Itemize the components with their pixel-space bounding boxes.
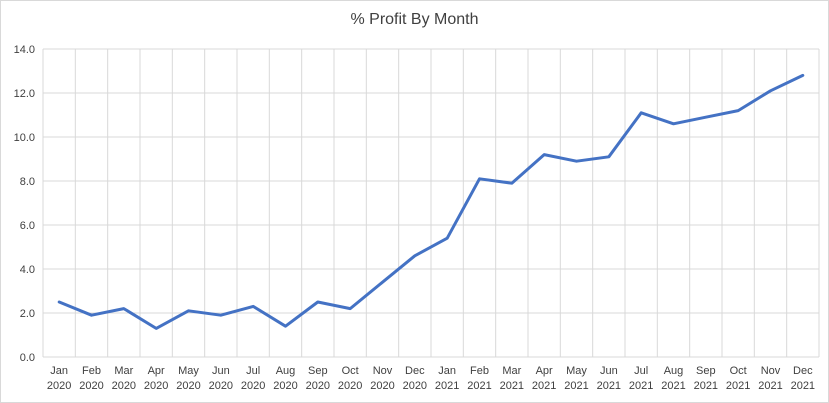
- y-tick-label: 6.0: [20, 220, 35, 232]
- x-tick-label-year: 2020: [47, 380, 71, 392]
- x-tick-label-month: Apr: [148, 365, 165, 377]
- x-tick-label-year: 2020: [241, 380, 265, 392]
- data-point: [122, 307, 125, 310]
- y-tick-label: 12.0: [14, 88, 35, 100]
- data-point: [478, 177, 481, 180]
- y-tick-label: 0.0: [20, 352, 35, 364]
- y-tick-label: 2.0: [20, 308, 35, 320]
- chart-title: % Profit By Month: [350, 11, 479, 28]
- x-tick-label-month: Oct: [342, 365, 359, 377]
- x-tick-label-year: 2020: [370, 380, 394, 392]
- data-point: [381, 281, 384, 284]
- x-tick-label-year: 2020: [79, 380, 103, 392]
- x-tick-label-year: 2020: [403, 380, 427, 392]
- x-tick-label-year: 2020: [112, 380, 136, 392]
- x-tick-label-year: 2021: [467, 380, 491, 392]
- data-point: [510, 182, 513, 185]
- x-tick-label-month: Jun: [212, 365, 230, 377]
- x-tick-label-month: Feb: [82, 365, 101, 377]
- x-tick-label-year: 2021: [791, 380, 815, 392]
- x-tick-label-year: 2021: [500, 380, 524, 392]
- x-tick-label-month: Sep: [696, 365, 716, 377]
- x-tick-label-month: Nov: [761, 365, 781, 377]
- data-point: [155, 327, 158, 330]
- x-tick-label-year: 2021: [564, 380, 588, 392]
- data-point: [640, 111, 643, 114]
- x-tick-label-year: 2021: [694, 380, 718, 392]
- data-point: [575, 160, 578, 163]
- x-tick-label-year: 2021: [435, 380, 459, 392]
- x-tick-label-month: May: [566, 365, 587, 377]
- x-tick-label-month: Dec: [405, 365, 425, 377]
- y-tick-label: 10.0: [14, 132, 35, 144]
- x-tick-label-year: 2021: [661, 380, 685, 392]
- x-tick-label-month: Feb: [470, 365, 489, 377]
- x-tick-label-month: May: [178, 365, 199, 377]
- x-tick-label-year: 2021: [597, 380, 621, 392]
- x-tick-label-month: Jul: [634, 365, 648, 377]
- x-tick-label-year: 2021: [758, 380, 782, 392]
- x-tick-label-month: Dec: [793, 365, 813, 377]
- data-point: [219, 314, 222, 317]
- data-point: [672, 122, 675, 125]
- x-tick-label-year: 2020: [209, 380, 233, 392]
- y-tick-label: 4.0: [20, 264, 35, 276]
- data-point: [349, 307, 352, 310]
- data-point: [413, 254, 416, 257]
- x-tick-label-year: 2020: [338, 380, 362, 392]
- data-point: [58, 301, 61, 304]
- data-point: [446, 237, 449, 240]
- data-point: [284, 325, 287, 328]
- x-tick-label-month: Sep: [308, 365, 328, 377]
- data-point: [737, 109, 740, 112]
- data-point: [543, 153, 546, 156]
- data-point: [252, 305, 255, 308]
- x-tick-label-month: Jan: [50, 365, 68, 377]
- data-point: [704, 116, 707, 119]
- data-point: [801, 74, 804, 77]
- y-tick-label: 8.0: [20, 176, 35, 188]
- y-tick-label: 14.0: [14, 44, 35, 56]
- x-tick-label-month: Oct: [730, 365, 747, 377]
- x-tick-label-year: 2021: [532, 380, 556, 392]
- x-tick-label-month: Nov: [373, 365, 393, 377]
- x-tick-label-year: 2020: [144, 380, 168, 392]
- x-tick-label-month: Mar: [502, 365, 521, 377]
- x-tick-label-year: 2020: [176, 380, 200, 392]
- x-tick-label-year: 2020: [273, 380, 297, 392]
- x-tick-label-year: 2020: [306, 380, 330, 392]
- x-tick-label-month: Apr: [536, 365, 553, 377]
- data-point: [607, 155, 610, 158]
- data-point: [316, 301, 319, 304]
- x-tick-label-month: Jul: [246, 365, 260, 377]
- data-point: [187, 309, 190, 312]
- x-tick-label-month: Aug: [664, 365, 684, 377]
- x-tick-label-month: Jan: [438, 365, 456, 377]
- x-tick-label-month: Jun: [600, 365, 618, 377]
- x-tick-label-year: 2021: [726, 380, 750, 392]
- x-tick-label-month: Mar: [114, 365, 133, 377]
- series-line: [57, 73, 805, 330]
- data-point: [90, 314, 93, 317]
- x-tick-label-month: Aug: [276, 365, 296, 377]
- data-point: [769, 89, 772, 92]
- x-tick-label-year: 2021: [629, 380, 653, 392]
